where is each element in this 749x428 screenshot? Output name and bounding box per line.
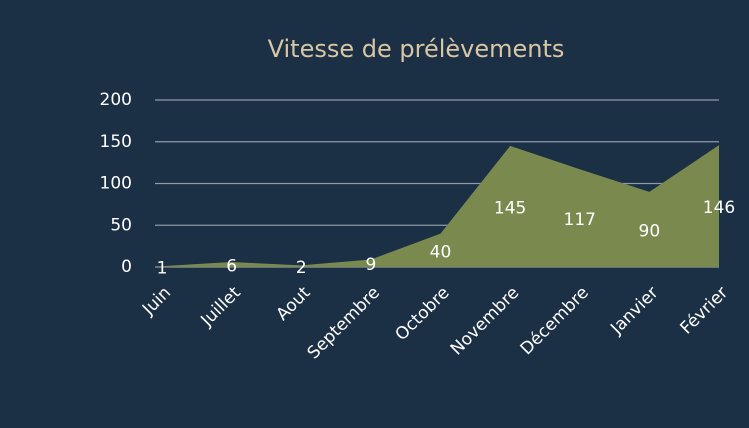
data-label: 117 <box>564 210 596 230</box>
y-tick-label: 200 <box>100 90 132 110</box>
data-label: 1 <box>157 259 168 279</box>
data-label: 145 <box>494 198 526 218</box>
data-label: 90 <box>639 221 661 241</box>
y-tick-label: 100 <box>100 174 132 194</box>
y-tick-label: 50 <box>110 215 132 235</box>
data-label: 9 <box>365 255 376 275</box>
y-tick-label: 0 <box>121 257 132 277</box>
data-label: 2 <box>296 258 307 278</box>
y-tick-label: 150 <box>100 132 132 152</box>
data-label: 6 <box>226 256 237 276</box>
chart-title: Vitesse de prélèvements <box>268 35 565 63</box>
area <box>162 145 719 267</box>
data-label: 40 <box>430 242 452 262</box>
data-label: 146 <box>703 198 735 218</box>
